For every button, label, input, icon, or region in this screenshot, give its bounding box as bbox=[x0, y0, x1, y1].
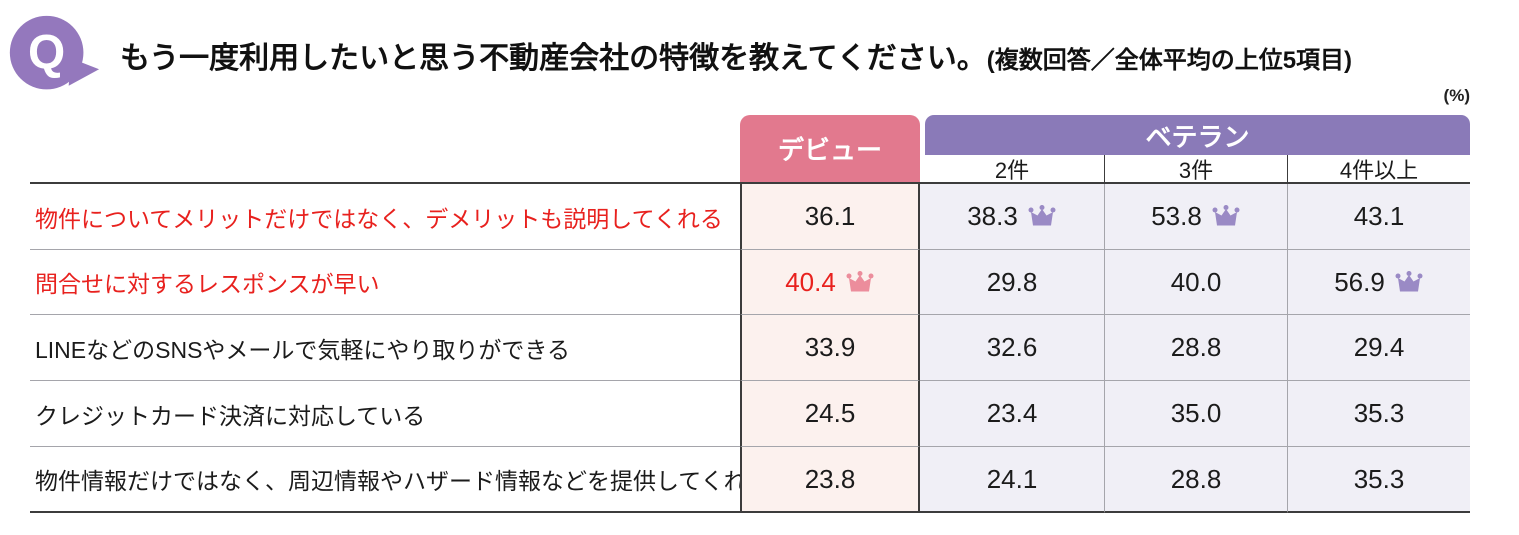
value-cell: 35.3 bbox=[1287, 381, 1470, 447]
value-text: 24.5 bbox=[804, 398, 856, 428]
value-text: 40.0 bbox=[1170, 266, 1222, 297]
value-cell: 29.4 bbox=[1287, 315, 1470, 381]
question-title-note: (複数回答／全体平均の上位5項目) bbox=[986, 47, 1353, 74]
subheader-3ken: 3件 bbox=[1104, 155, 1287, 184]
value-cell: 53.8 bbox=[1104, 184, 1287, 250]
value-text: 35.3 bbox=[1353, 398, 1405, 428]
question-bubble-icon: Q bbox=[8, 14, 100, 98]
subheader-2ken: 2件 bbox=[920, 155, 1104, 184]
value-cell: 40.4 bbox=[740, 250, 920, 315]
value-cell: 43.1 bbox=[1287, 184, 1470, 250]
value-text: 35.0 bbox=[1170, 398, 1222, 428]
column-header-veteran: ベテラン bbox=[925, 115, 1470, 155]
percent-unit-label: (%) bbox=[1443, 86, 1470, 105]
value-text: 28.8 bbox=[1170, 332, 1222, 362]
crown-icon bbox=[845, 270, 875, 295]
value-text: 24.1 bbox=[986, 463, 1038, 494]
table-corner-spacer bbox=[30, 115, 740, 184]
column-header-debut: デビュー bbox=[740, 115, 920, 184]
row-label: 物件情報だけではなく、周辺情報やハザード情報などを提供してくれる bbox=[30, 447, 770, 513]
value-cell: 35.0 bbox=[1104, 381, 1287, 447]
value-cell: 23.8 bbox=[740, 447, 920, 513]
value-text: 23.4 bbox=[986, 398, 1038, 428]
row-label: 問合せに対するレスポンスが早い bbox=[30, 250, 740, 315]
value-cell: 36.1 bbox=[740, 184, 920, 250]
value-cell: 33.9 bbox=[740, 315, 920, 381]
subheader-4ken-ijo: 4件以上 bbox=[1287, 155, 1470, 184]
value-cell: 38.3 bbox=[920, 184, 1104, 250]
value-cell: 23.4 bbox=[920, 381, 1104, 447]
survey-table: デビュー ベテラン 2件 3件 4件以上 物件についてメリットだけではなく、デメ… bbox=[30, 115, 1470, 513]
value-cell: 29.8 bbox=[920, 250, 1104, 315]
value-text: 36.1 bbox=[804, 201, 856, 231]
value-text: 29.8 bbox=[986, 266, 1038, 297]
crown-icon bbox=[1211, 204, 1241, 229]
row-label: クレジットカード決済に対応している bbox=[30, 381, 740, 447]
value-cell: 28.8 bbox=[1104, 315, 1287, 381]
value-text: 43.1 bbox=[1353, 201, 1405, 231]
value-cell: 40.0 bbox=[1104, 250, 1287, 315]
question-title: もう一度利用したいと思う不動産会社の特徴を教えてください。(複数回答／全体平均の… bbox=[120, 40, 1352, 83]
question-title-main: もう一度利用したいと思う不動産会社の特徴を教えてください。 bbox=[120, 42, 987, 75]
value-text: 29.4 bbox=[1353, 332, 1405, 362]
value-text: 38.3 bbox=[967, 201, 1018, 231]
q-letter: Q bbox=[28, 26, 65, 79]
crown-icon bbox=[1027, 204, 1057, 229]
value-cell: 28.8 bbox=[1104, 447, 1287, 513]
value-text: 56.9 bbox=[1334, 266, 1385, 297]
value-cell: 35.3 bbox=[1287, 447, 1470, 513]
value-cell: 56.9 bbox=[1287, 250, 1470, 315]
value-text: 23.8 bbox=[804, 463, 856, 494]
value-text: 40.4 bbox=[785, 266, 836, 297]
crown-icon bbox=[1394, 270, 1424, 295]
value-cell: 24.5 bbox=[740, 381, 920, 447]
value-cell: 32.6 bbox=[920, 315, 1104, 381]
value-text: 32.6 bbox=[986, 332, 1038, 362]
row-label: LINEなどのSNSやメールで気軽にやり取りができる bbox=[30, 315, 740, 381]
row-label: 物件についてメリットだけではなく、デメリットも説明してくれる bbox=[30, 184, 740, 250]
value-cell: 24.1 bbox=[920, 447, 1104, 513]
value-text: 28.8 bbox=[1170, 463, 1222, 494]
value-text: 35.3 bbox=[1353, 463, 1405, 494]
value-text: 53.8 bbox=[1151, 201, 1202, 231]
value-text: 33.9 bbox=[804, 332, 856, 362]
